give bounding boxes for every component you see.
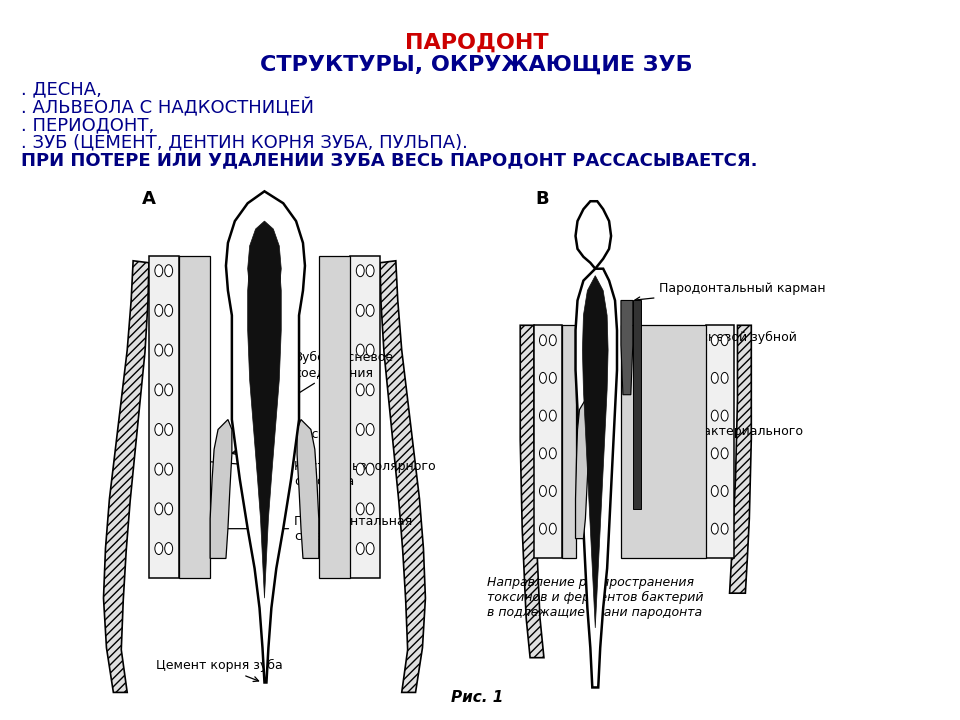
Polygon shape (179, 256, 210, 578)
Text: . ЗУБ (ЦЕМЕНТ, ДЕНТИН КОРНЯ ЗУБА, ПУЛЬПА).: . ЗУБ (ЦЕМЕНТ, ДЕНТИН КОРНЯ ЗУБА, ПУЛЬПА… (20, 134, 468, 152)
Ellipse shape (540, 485, 546, 496)
Polygon shape (576, 400, 589, 539)
Text: Периодонтальная
связка: Периодонтальная связка (214, 515, 414, 543)
Ellipse shape (721, 372, 728, 383)
Text: . АЛЬВЕОЛА С НАДКОСТНИЦЕЙ: . АЛЬВЕОЛА С НАДКОСТНИЦЕЙ (20, 98, 314, 117)
Ellipse shape (540, 448, 546, 459)
Ellipse shape (711, 410, 718, 421)
Polygon shape (380, 261, 425, 693)
Text: ПРИ ПОТЕРЕ ИЛИ УДАЛЕНИИ ЗУБА ВЕСЬ ПАРОДОНТ РАССАСЫВАЕТСЯ.: ПРИ ПОТЕРЕ ИЛИ УДАЛЕНИИ ЗУБА ВЕСЬ ПАРОДО… (20, 152, 757, 170)
Ellipse shape (366, 423, 374, 436)
Ellipse shape (155, 463, 163, 475)
Text: Слой бактериального
налета: Слой бактериального налета (645, 426, 804, 459)
Ellipse shape (165, 344, 173, 356)
Ellipse shape (549, 410, 556, 421)
Ellipse shape (721, 485, 728, 496)
Ellipse shape (155, 265, 163, 276)
Text: Зубо–десневое
соединения: Зубо–десневое соединения (268, 351, 394, 413)
Ellipse shape (155, 503, 163, 515)
Polygon shape (576, 201, 612, 269)
Text: . ПЕРИОДОНТ,: . ПЕРИОДОНТ, (20, 116, 154, 134)
Text: СТРУКТУРЫ, ОКРУЖАЮЩИЕ ЗУБ: СТРУКТУРЫ, ОКРУЖАЮЩИЕ ЗУБ (260, 55, 693, 74)
Ellipse shape (366, 503, 374, 515)
Polygon shape (248, 221, 281, 315)
Ellipse shape (721, 410, 728, 421)
Ellipse shape (155, 423, 163, 436)
Ellipse shape (165, 503, 173, 515)
Ellipse shape (711, 485, 718, 496)
Text: ПАРОДОНТ: ПАРОДОНТ (405, 32, 548, 53)
Text: Пародонтальный карман: Пародонтальный карман (635, 282, 827, 302)
Ellipse shape (711, 448, 718, 459)
Polygon shape (149, 256, 179, 578)
Text: Направление распространения
токсинов и ферментов бактерий
в подлежащие ткани пар: Направление распространения токсинов и ф… (487, 576, 703, 683)
Polygon shape (210, 420, 232, 559)
Text: Кость альвеолярного
отростка: Кость альвеолярного отростка (182, 457, 436, 488)
Polygon shape (576, 269, 617, 688)
Ellipse shape (540, 410, 546, 421)
Polygon shape (621, 300, 633, 395)
Ellipse shape (165, 265, 173, 276)
Polygon shape (562, 325, 576, 559)
Ellipse shape (366, 463, 374, 475)
Ellipse shape (356, 423, 364, 436)
Ellipse shape (366, 344, 374, 356)
Polygon shape (297, 420, 319, 559)
Ellipse shape (549, 485, 556, 496)
Ellipse shape (165, 305, 173, 316)
Polygon shape (350, 256, 380, 578)
Text: Рис. 1: Рис. 1 (450, 690, 503, 705)
Ellipse shape (549, 335, 556, 346)
Ellipse shape (721, 523, 728, 534)
Ellipse shape (165, 423, 173, 436)
Text: А: А (142, 190, 156, 208)
Text: Десна: Десна (232, 428, 335, 454)
Ellipse shape (721, 448, 728, 459)
Ellipse shape (356, 543, 364, 554)
Ellipse shape (540, 372, 546, 383)
Polygon shape (319, 256, 350, 578)
Ellipse shape (549, 372, 556, 383)
Ellipse shape (356, 384, 364, 396)
Polygon shape (706, 325, 733, 559)
Polygon shape (248, 231, 281, 598)
Ellipse shape (165, 543, 173, 554)
Ellipse shape (155, 344, 163, 356)
Ellipse shape (549, 523, 556, 534)
Ellipse shape (721, 335, 728, 346)
Ellipse shape (356, 305, 364, 316)
Ellipse shape (711, 523, 718, 534)
Polygon shape (633, 300, 640, 509)
Ellipse shape (356, 503, 364, 515)
Ellipse shape (711, 335, 718, 346)
Ellipse shape (540, 523, 546, 534)
Polygon shape (583, 276, 608, 628)
Text: . ДЕСНА,: . ДЕСНА, (20, 80, 102, 98)
Polygon shape (730, 325, 752, 593)
Ellipse shape (155, 543, 163, 554)
Polygon shape (621, 325, 706, 559)
Ellipse shape (155, 305, 163, 316)
Text: Цемент корня зуба: Цемент корня зуба (156, 659, 282, 682)
Ellipse shape (366, 384, 374, 396)
Ellipse shape (356, 344, 364, 356)
Polygon shape (520, 325, 544, 657)
Ellipse shape (366, 265, 374, 276)
Polygon shape (104, 261, 149, 693)
Ellipse shape (366, 305, 374, 316)
Ellipse shape (540, 335, 546, 346)
Text: В: В (535, 190, 549, 208)
Ellipse shape (356, 463, 364, 475)
Ellipse shape (165, 463, 173, 475)
Polygon shape (226, 192, 305, 683)
Ellipse shape (165, 384, 173, 396)
Ellipse shape (356, 265, 364, 276)
Ellipse shape (711, 372, 718, 383)
Ellipse shape (366, 543, 374, 554)
Text: Поддесневой зубной
камень: Поддесневой зубной камень (636, 331, 798, 361)
Ellipse shape (155, 384, 163, 396)
Ellipse shape (549, 448, 556, 459)
Polygon shape (534, 325, 562, 559)
